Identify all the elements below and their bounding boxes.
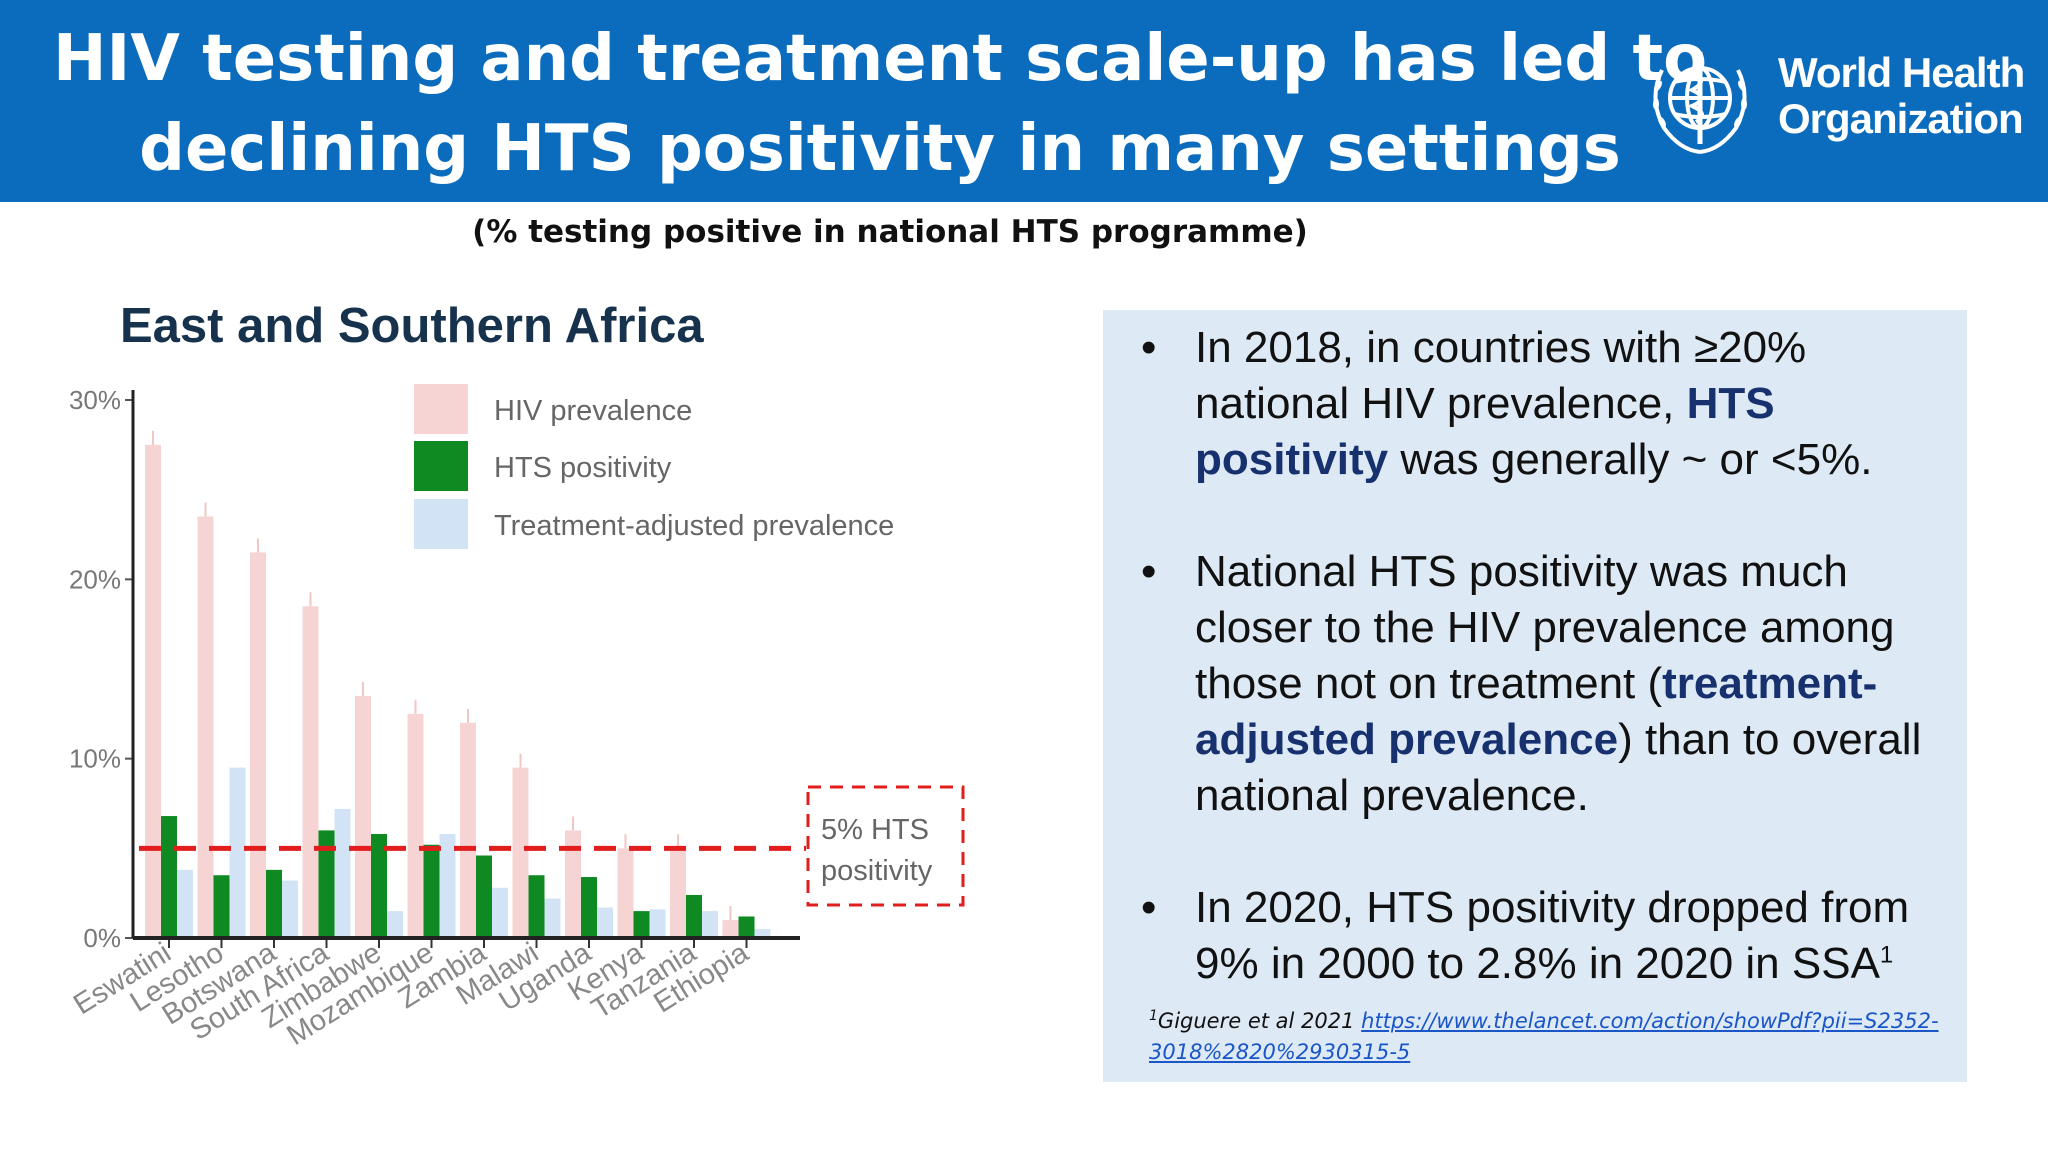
info-box: • In 2018, in countries with ≥20% nation… [1103,310,1967,1082]
bar-hiv-prevalence-eswatini [145,444,161,938]
legend-swatch-hiv-prevalence [414,384,468,434]
hts-bar-chart: 0%10%20%30%EswatiniLesothoBotswanaSouth … [68,384,965,1052]
y-tick-label: 10% [69,744,121,774]
bar-hts-positivity-lesotho [213,875,230,938]
bar-hts-positivity-ethiopia [738,916,755,938]
who-name: World Health Organization [1778,49,2025,142]
legend-label-hiv-prevalence: HIV prevalence [494,395,692,427]
slide-title-line2: declining HTS positivity in many setting… [139,112,1621,186]
bullet-3: • In 2020, HTS positivity dropped from 9… [1133,880,1953,992]
bullet-1-text-a: In 2018, in countries with ≥20% national… [1195,323,1807,428]
bullet-list: • In 2018, in countries with ≥20% nation… [1133,320,1953,1048]
bar-hiv-prevalence-botswana [250,552,266,938]
bar-treatment-adjusted-prevalence-zimbabwe [387,911,403,938]
bar-treatment-adjusted-prevalence-malawi [544,898,561,938]
bar-hts-positivity-zimbabwe [371,833,387,938]
bullet-1-highlight: HTS positivity [1195,379,1775,484]
bar-hts-positivity-mozambique [423,844,440,938]
bullet-2-text-b: ) than to overall national prevalence. [1195,715,1922,820]
bar-hiv-prevalence-mozambique [407,713,424,938]
bar-hts-positivity-tanzania [686,894,702,938]
who-emblem-icon [1653,52,1747,154]
bar-hts-positivity-kenya [633,911,650,938]
bullet-1-text-b: was generally ~ or <5%. [1388,435,1873,484]
who-logo: World Health Organization [1640,40,2030,160]
bar-hiv-prevalence-malawi [512,767,529,938]
bar-hts-positivity-eswatini [161,816,177,938]
bar-hiv-prevalence-zimbabwe [355,695,371,938]
bar-treatment-adjusted-prevalence-south-africa [334,808,351,938]
bar-treatment-adjusted-prevalence-zambia [492,887,508,938]
bar-hiv-prevalence-zambia [460,722,476,938]
bullet-2: • National HTS positivity was much close… [1133,544,1953,824]
bullet-1: • In 2018, in countries with ≥20% nation… [1133,320,1953,488]
bar-treatment-adjusted-prevalence-kenya [649,909,666,938]
chart-title: East and Southern Africa [120,299,704,353]
bar-hts-positivity-south-africa [318,830,335,938]
bullet-3-text: In 2020, HTS positivity dropped from 9% … [1195,883,1910,988]
y-tick-label: 30% [69,385,121,415]
bar-treatment-adjusted-prevalence-mozambique [439,833,456,938]
bar-treatment-adjusted-prevalence-ethiopia [754,929,771,938]
legend-swatch-hts-positivity [414,441,468,491]
reference-label-line1: 5% HTS [821,814,929,846]
footnote-link[interactable]: https://www.thelancet.com/action/showPdf… [1149,1009,1939,1064]
bar-hts-positivity-uganda [581,877,597,938]
bar-hts-positivity-malawi [528,875,545,938]
bullet-dot: • [1141,883,1157,932]
bar-hts-positivity-botswana [266,869,282,938]
bar-hiv-prevalence-south-africa [302,606,319,938]
slide-title-line1: HIV testing and treatment scale-up has l… [52,22,1708,96]
bullet-2-highlight: treatment-adjusted prevalence [1195,659,1878,764]
legend-label-hts-positivity: HTS positivity [494,452,672,484]
bullet-dot: • [1141,323,1157,372]
footnote: 1Giguere et al 2021 https://www.thelance… [1149,1006,1949,1068]
legend-swatch-treatment-adjusted-prevalence [414,499,468,549]
bar-hiv-prevalence-kenya [617,848,634,938]
reference-label-line2: positivity [821,855,933,887]
bar-hts-positivity-zambia [476,855,492,938]
footnote-citation: Giguere et al 2021 [1157,1009,1362,1033]
chart-subtitle: (% testing positive in national HTS prog… [472,214,1308,250]
bar-treatment-adjusted-prevalence-tanzania [702,911,718,938]
legend-label-treatment-adjusted-prevalence: Treatment-adjusted prevalence [494,510,894,542]
y-tick-label: 0% [83,923,121,953]
bar-hiv-prevalence-ethiopia [722,920,739,938]
header-banner: HIV testing and treatment scale-up has l… [0,0,2048,202]
bullet-dot: • [1141,547,1157,596]
bar-hiv-prevalence-uganda [565,830,581,938]
bar-treatment-adjusted-prevalence-botswana [282,880,298,938]
bar-hiv-prevalence-tanzania [670,848,686,938]
bullet-2-text-a: National HTS positivity was much closer … [1195,547,1895,708]
who-name-line2: Organization [1778,95,2024,142]
bullet-3-superscript: 1 [1879,941,1894,969]
footnote-superscript: 1 [1149,1008,1158,1024]
bar-treatment-adjusted-prevalence-eswatini [177,869,193,938]
slide-title: HIV testing and treatment scale-up has l… [40,14,1720,194]
reference-label-box [806,785,965,907]
bar-treatment-adjusted-prevalence-uganda [597,907,613,938]
bar-hiv-prevalence-lesotho [197,516,214,938]
y-tick-label: 20% [69,564,121,594]
bar-treatment-adjusted-prevalence-lesotho [229,767,246,938]
who-name-line1: World Health [1778,49,2025,96]
